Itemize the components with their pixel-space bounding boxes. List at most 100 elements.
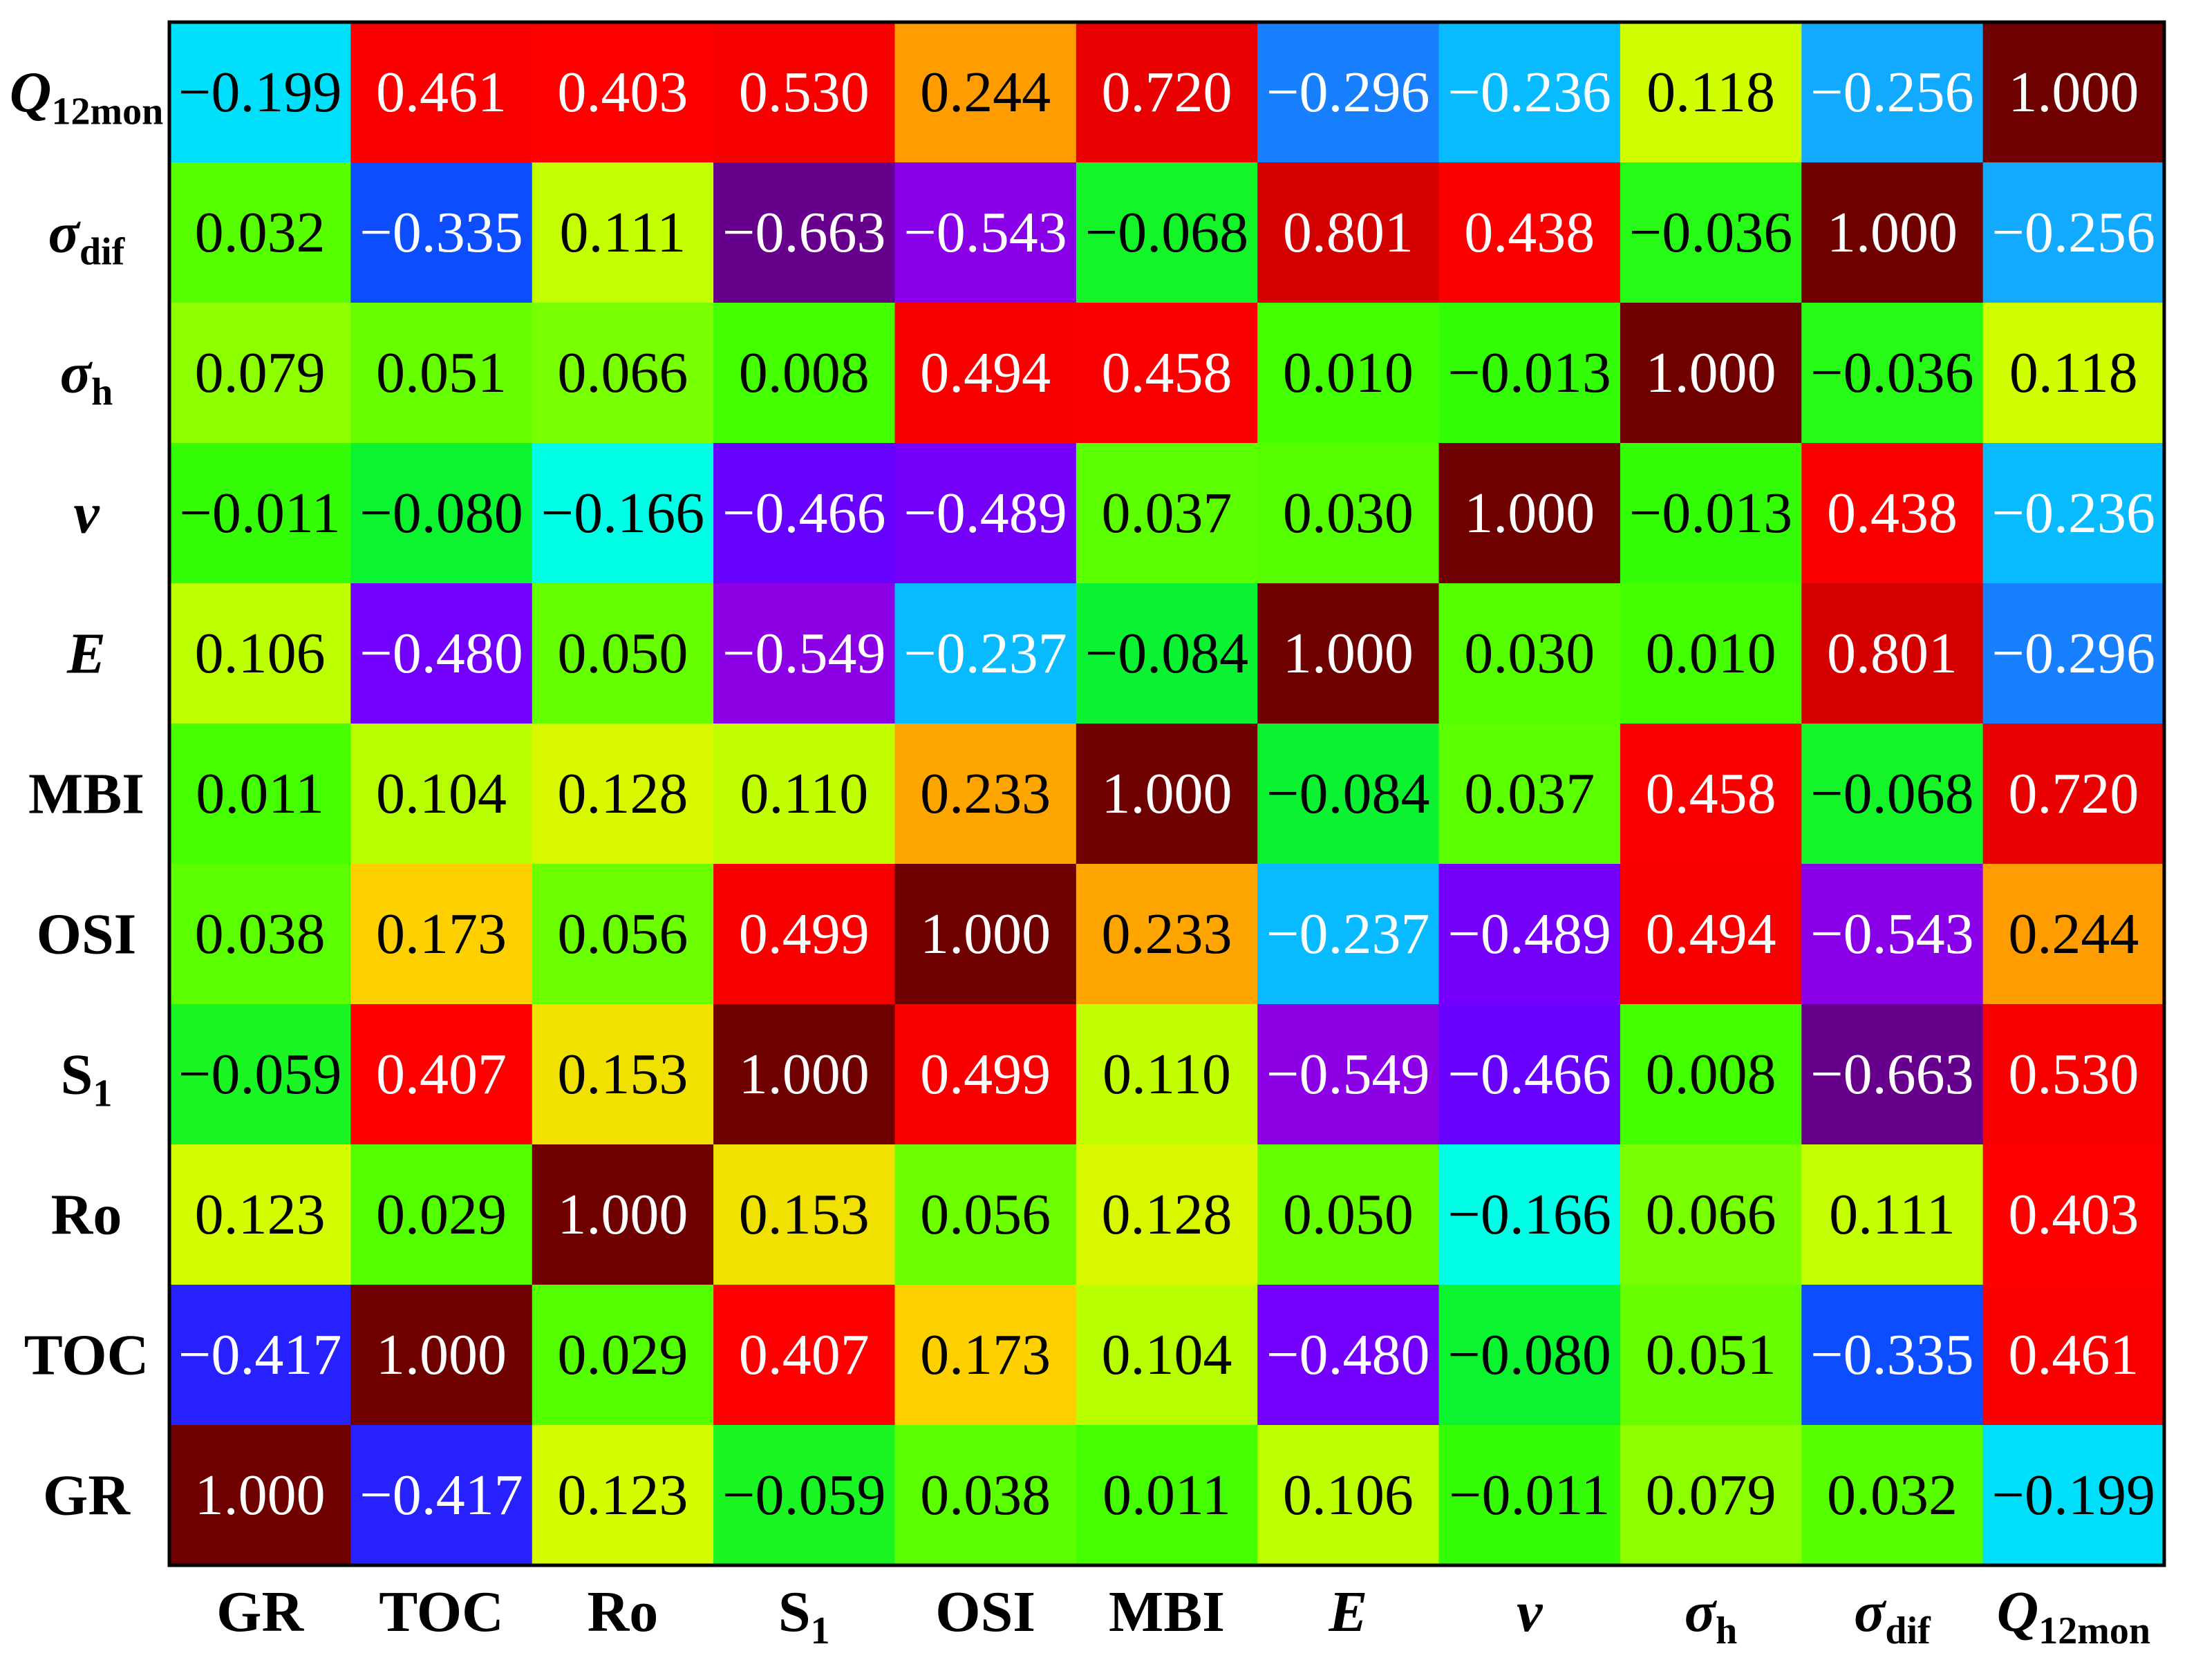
heatmap-cell <box>1076 1144 1258 1285</box>
heatmap-cell <box>1620 864 1802 1005</box>
y-tick-label: Q12mon <box>10 61 163 133</box>
cell-value-label: −0.059 <box>722 1463 885 1527</box>
heatmap-cell <box>1620 1425 1802 1566</box>
heatmap-cell <box>1438 1004 1621 1145</box>
y-tick-label: σdif <box>48 201 126 274</box>
heatmap-cell <box>894 1285 1077 1426</box>
heatmap-cell <box>1257 864 1440 1005</box>
cell-value-label: −0.013 <box>1448 341 1611 405</box>
heatmap-cell <box>894 162 1077 303</box>
cell-value-label: 0.104 <box>376 762 507 826</box>
plot-frame <box>167 20 2166 1567</box>
axis-label-base: E <box>66 622 106 686</box>
heatmap-cell <box>894 724 1077 865</box>
cell-value-label: −0.237 <box>1266 902 1429 966</box>
cell-value-label: 1.000 <box>557 1182 688 1247</box>
cell-value-label: −0.236 <box>1992 481 2155 545</box>
cell-value-label: 0.438 <box>1827 481 1958 545</box>
y-tick-label: E <box>66 622 106 686</box>
axis-label-base: TOC <box>379 1580 504 1644</box>
heatmap-cell <box>350 303 533 444</box>
heatmap-cell <box>1620 443 1802 584</box>
cell-value-label: 0.050 <box>557 621 688 686</box>
cell-value-label: −0.011 <box>180 481 341 545</box>
cell-value-label: 1.000 <box>1827 200 1958 265</box>
axis-label-base: σ <box>1685 1580 1718 1644</box>
heatmap-cell <box>169 1425 351 1566</box>
cell-value-label: −0.199 <box>178 60 341 124</box>
cell-value-label: 1.000 <box>1464 481 1595 545</box>
heatmap-cell <box>713 1425 896 1566</box>
heatmap-cell <box>1438 443 1621 584</box>
heatmap-cell <box>350 162 533 303</box>
heatmap-cell <box>532 1144 714 1285</box>
heatmap-cell <box>350 443 533 584</box>
cell-value-label: 0.032 <box>195 200 326 265</box>
heatmap-cell <box>713 724 896 865</box>
cell-value-label: 0.461 <box>376 60 507 124</box>
cell-value-label: 0.801 <box>1283 200 1414 265</box>
heatmap-cell <box>532 443 714 584</box>
axis-label-base: OSI <box>935 1580 1035 1644</box>
cell-value-label: 0.032 <box>1827 1463 1958 1527</box>
cell-value-label: 0.458 <box>1102 341 1232 405</box>
cell-value-label: −0.068 <box>1085 200 1248 265</box>
cell-value-label: 0.010 <box>1283 341 1414 405</box>
heatmap-cell <box>1620 1285 1802 1426</box>
axis-label-subscript: 12mon <box>51 91 163 133</box>
cell-value-label: 0.118 <box>2009 341 2138 405</box>
heatmap-cell <box>1982 583 2165 724</box>
x-tick-label: σdif <box>1854 1580 1931 1652</box>
heatmap-cell <box>1257 1004 1440 1145</box>
heatmap-cell <box>1257 443 1440 584</box>
cell-value-label: 0.104 <box>1102 1323 1232 1387</box>
cell-value-label: 0.010 <box>1646 621 1776 686</box>
axis-label-subscript: h <box>91 371 113 414</box>
y-tick-label: OSI <box>37 903 137 967</box>
cell-value-label: 0.079 <box>1646 1463 1776 1527</box>
cell-value-label: −0.480 <box>359 621 523 686</box>
cell-value-label: −0.663 <box>1810 1042 1973 1106</box>
heatmap-cells <box>169 22 2165 1566</box>
heatmap-cell <box>1076 724 1258 865</box>
x-tick-label: E <box>1328 1580 1367 1644</box>
y-tick-label: GR <box>43 1464 131 1528</box>
cell-value-label: −0.068 <box>1810 762 1973 826</box>
axis-label-subscript: dif <box>1885 1610 1931 1652</box>
axis-label-base: E <box>1328 1580 1367 1644</box>
cell-value-label: 0.173 <box>920 1323 1051 1387</box>
heatmap-cell <box>1801 303 1984 444</box>
cell-value-label: 0.111 <box>1829 1182 1955 1247</box>
axis-label-base: S <box>61 1043 93 1107</box>
y-tick-label: TOC <box>24 1323 149 1388</box>
cell-value-label: 0.403 <box>557 60 688 124</box>
cell-value-label: 0.011 <box>196 762 324 826</box>
cell-value-label: 0.111 <box>560 200 686 265</box>
cell-value-label: 0.056 <box>557 902 688 966</box>
heatmap-cell <box>1801 1144 1984 1285</box>
cell-value-label: −0.417 <box>359 1463 523 1527</box>
cell-value-label: −0.080 <box>359 481 523 545</box>
cell-value-label: 0.233 <box>1102 902 1232 966</box>
heatmap-cell <box>1801 443 1984 584</box>
heatmap-cell <box>1438 162 1621 303</box>
cell-value-label: −0.489 <box>1448 902 1611 966</box>
cell-value-label: −0.080 <box>1448 1323 1611 1387</box>
heatmap-cell <box>1257 724 1440 865</box>
heatmap-cell <box>1801 1285 1984 1426</box>
cell-value-label: 0.029 <box>376 1182 507 1247</box>
heatmap-cell <box>894 864 1077 1005</box>
axis-label-base: MBI <box>1109 1580 1225 1644</box>
heatmap-cell <box>1801 162 1984 303</box>
heatmap-cell <box>894 1144 1077 1285</box>
y-tick-label: MBI <box>28 762 144 827</box>
heatmap-cell <box>1620 303 1802 444</box>
heatmap-cell <box>1076 583 1258 724</box>
cell-value-label: 0.233 <box>920 762 1051 826</box>
cell-value-label: 1.000 <box>376 1323 507 1387</box>
cell-value-label: −0.036 <box>1810 341 1973 405</box>
cell-value-label: 0.038 <box>920 1463 1051 1527</box>
cell-value-label: −0.543 <box>1810 902 1973 966</box>
heatmap-cell <box>1620 1004 1802 1145</box>
cell-value-label: 0.056 <box>920 1182 1051 1247</box>
